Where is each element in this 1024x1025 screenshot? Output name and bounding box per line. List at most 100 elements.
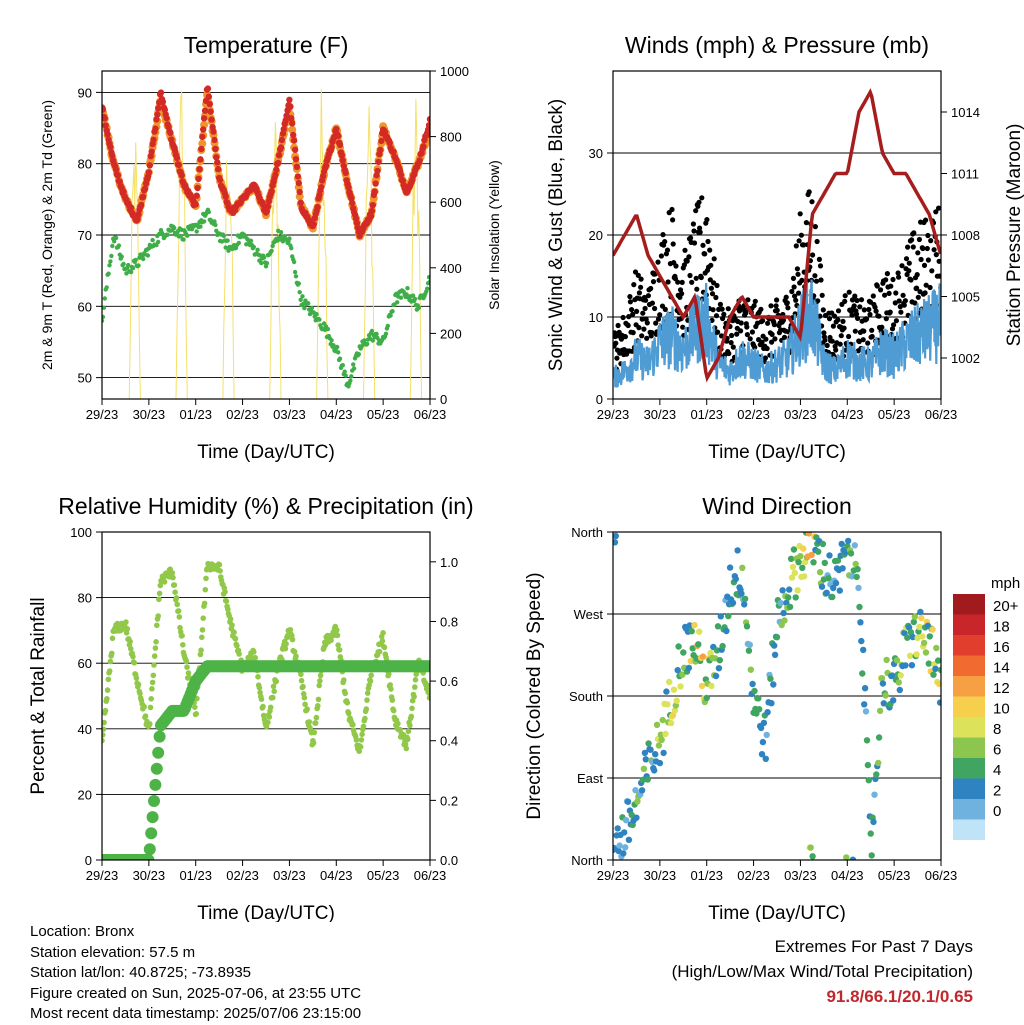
data-point — [409, 705, 415, 712]
data-point — [213, 154, 220, 161]
data-point — [928, 238, 934, 244]
data-point — [376, 648, 383, 655]
data-point — [842, 293, 848, 299]
data-point — [173, 595, 180, 601]
data-point — [357, 744, 364, 750]
y2-tick-label: 0 — [440, 392, 447, 407]
series-station-pressure — [613, 88, 941, 383]
legend-label: 20+ — [993, 598, 1019, 615]
x-tick-label: 30/23 — [133, 868, 166, 883]
data-point — [652, 751, 659, 758]
data-point — [821, 559, 828, 567]
data-point — [256, 684, 263, 691]
y2-axis-label: Solar Insolation (Yellow) — [486, 160, 502, 310]
data-point — [293, 163, 301, 170]
data-point — [826, 316, 833, 322]
data-point — [679, 291, 685, 297]
x-tick-label: 04/23 — [320, 407, 353, 422]
data-point — [914, 285, 920, 291]
data-point — [805, 532, 813, 537]
data-point — [864, 761, 872, 769]
data-point — [705, 238, 711, 245]
data-point — [714, 623, 722, 630]
data-point — [335, 344, 340, 350]
data-point — [314, 203, 321, 211]
data-point — [882, 692, 889, 699]
data-point — [670, 217, 676, 223]
y2-tick-label: 0.8 — [440, 614, 458, 629]
data-point — [150, 237, 155, 243]
data-point — [291, 146, 299, 153]
data-point — [412, 684, 418, 690]
data-point — [198, 145, 205, 153]
data-point — [910, 244, 916, 250]
data-point — [627, 299, 634, 305]
y2-tick-label: 1000 — [440, 64, 469, 79]
data-point — [251, 244, 256, 250]
data-point — [708, 262, 714, 268]
data-point — [369, 202, 376, 209]
data-point — [681, 262, 688, 268]
data-point — [855, 315, 861, 321]
data-point — [282, 117, 289, 125]
data-point — [102, 314, 106, 320]
data-point — [704, 217, 710, 223]
data-point — [644, 320, 650, 326]
data-point — [872, 304, 878, 310]
legend-swatch — [953, 758, 985, 779]
x-tick-label: 04/23 — [320, 868, 353, 883]
data-point — [306, 719, 313, 725]
x-tick-label: 02/23 — [226, 407, 259, 422]
data-point — [936, 205, 941, 211]
data-point — [858, 297, 865, 303]
data-point — [832, 579, 840, 587]
data-point — [883, 316, 889, 322]
data-point — [796, 238, 802, 244]
x-tick-label: 01/23 — [179, 868, 212, 883]
data-point — [861, 701, 868, 708]
data-point — [336, 350, 341, 355]
data-point — [725, 306, 731, 312]
data-point — [936, 258, 941, 264]
series-sonic-wind — [613, 279, 941, 388]
data-point — [876, 313, 882, 319]
data-point — [264, 203, 272, 210]
data-point — [291, 259, 297, 265]
data-point — [900, 292, 906, 298]
data-point — [639, 316, 645, 322]
data-point — [405, 286, 410, 291]
data-point — [919, 633, 926, 640]
data-point — [150, 762, 163, 775]
y-tick-label: North — [571, 525, 603, 540]
data-point — [615, 322, 621, 329]
y2-tick-label: 400 — [440, 261, 462, 276]
data-point — [622, 844, 629, 851]
data-point — [698, 274, 704, 281]
data-point — [726, 350, 732, 357]
data-point — [128, 269, 134, 275]
data-point — [127, 204, 135, 211]
data-point — [317, 317, 322, 322]
data-point — [677, 683, 684, 690]
data-point — [286, 96, 293, 104]
x-tick-label: 02/23 — [737, 868, 770, 883]
data-point — [154, 622, 160, 629]
data-point — [781, 334, 788, 340]
data-point — [917, 608, 924, 616]
data-point — [854, 566, 861, 573]
data-point — [777, 599, 784, 607]
data-point — [342, 169, 349, 176]
data-point — [267, 704, 274, 711]
y2-tick-label: 200 — [440, 326, 462, 341]
data-point — [686, 254, 692, 260]
data-point — [416, 305, 421, 310]
data-point — [213, 222, 218, 228]
data-point — [112, 166, 120, 173]
data-point — [774, 297, 780, 303]
data-point — [858, 637, 865, 645]
data-point — [315, 703, 321, 709]
data-point — [137, 690, 143, 697]
data-point — [715, 329, 721, 335]
data-point — [184, 664, 190, 670]
